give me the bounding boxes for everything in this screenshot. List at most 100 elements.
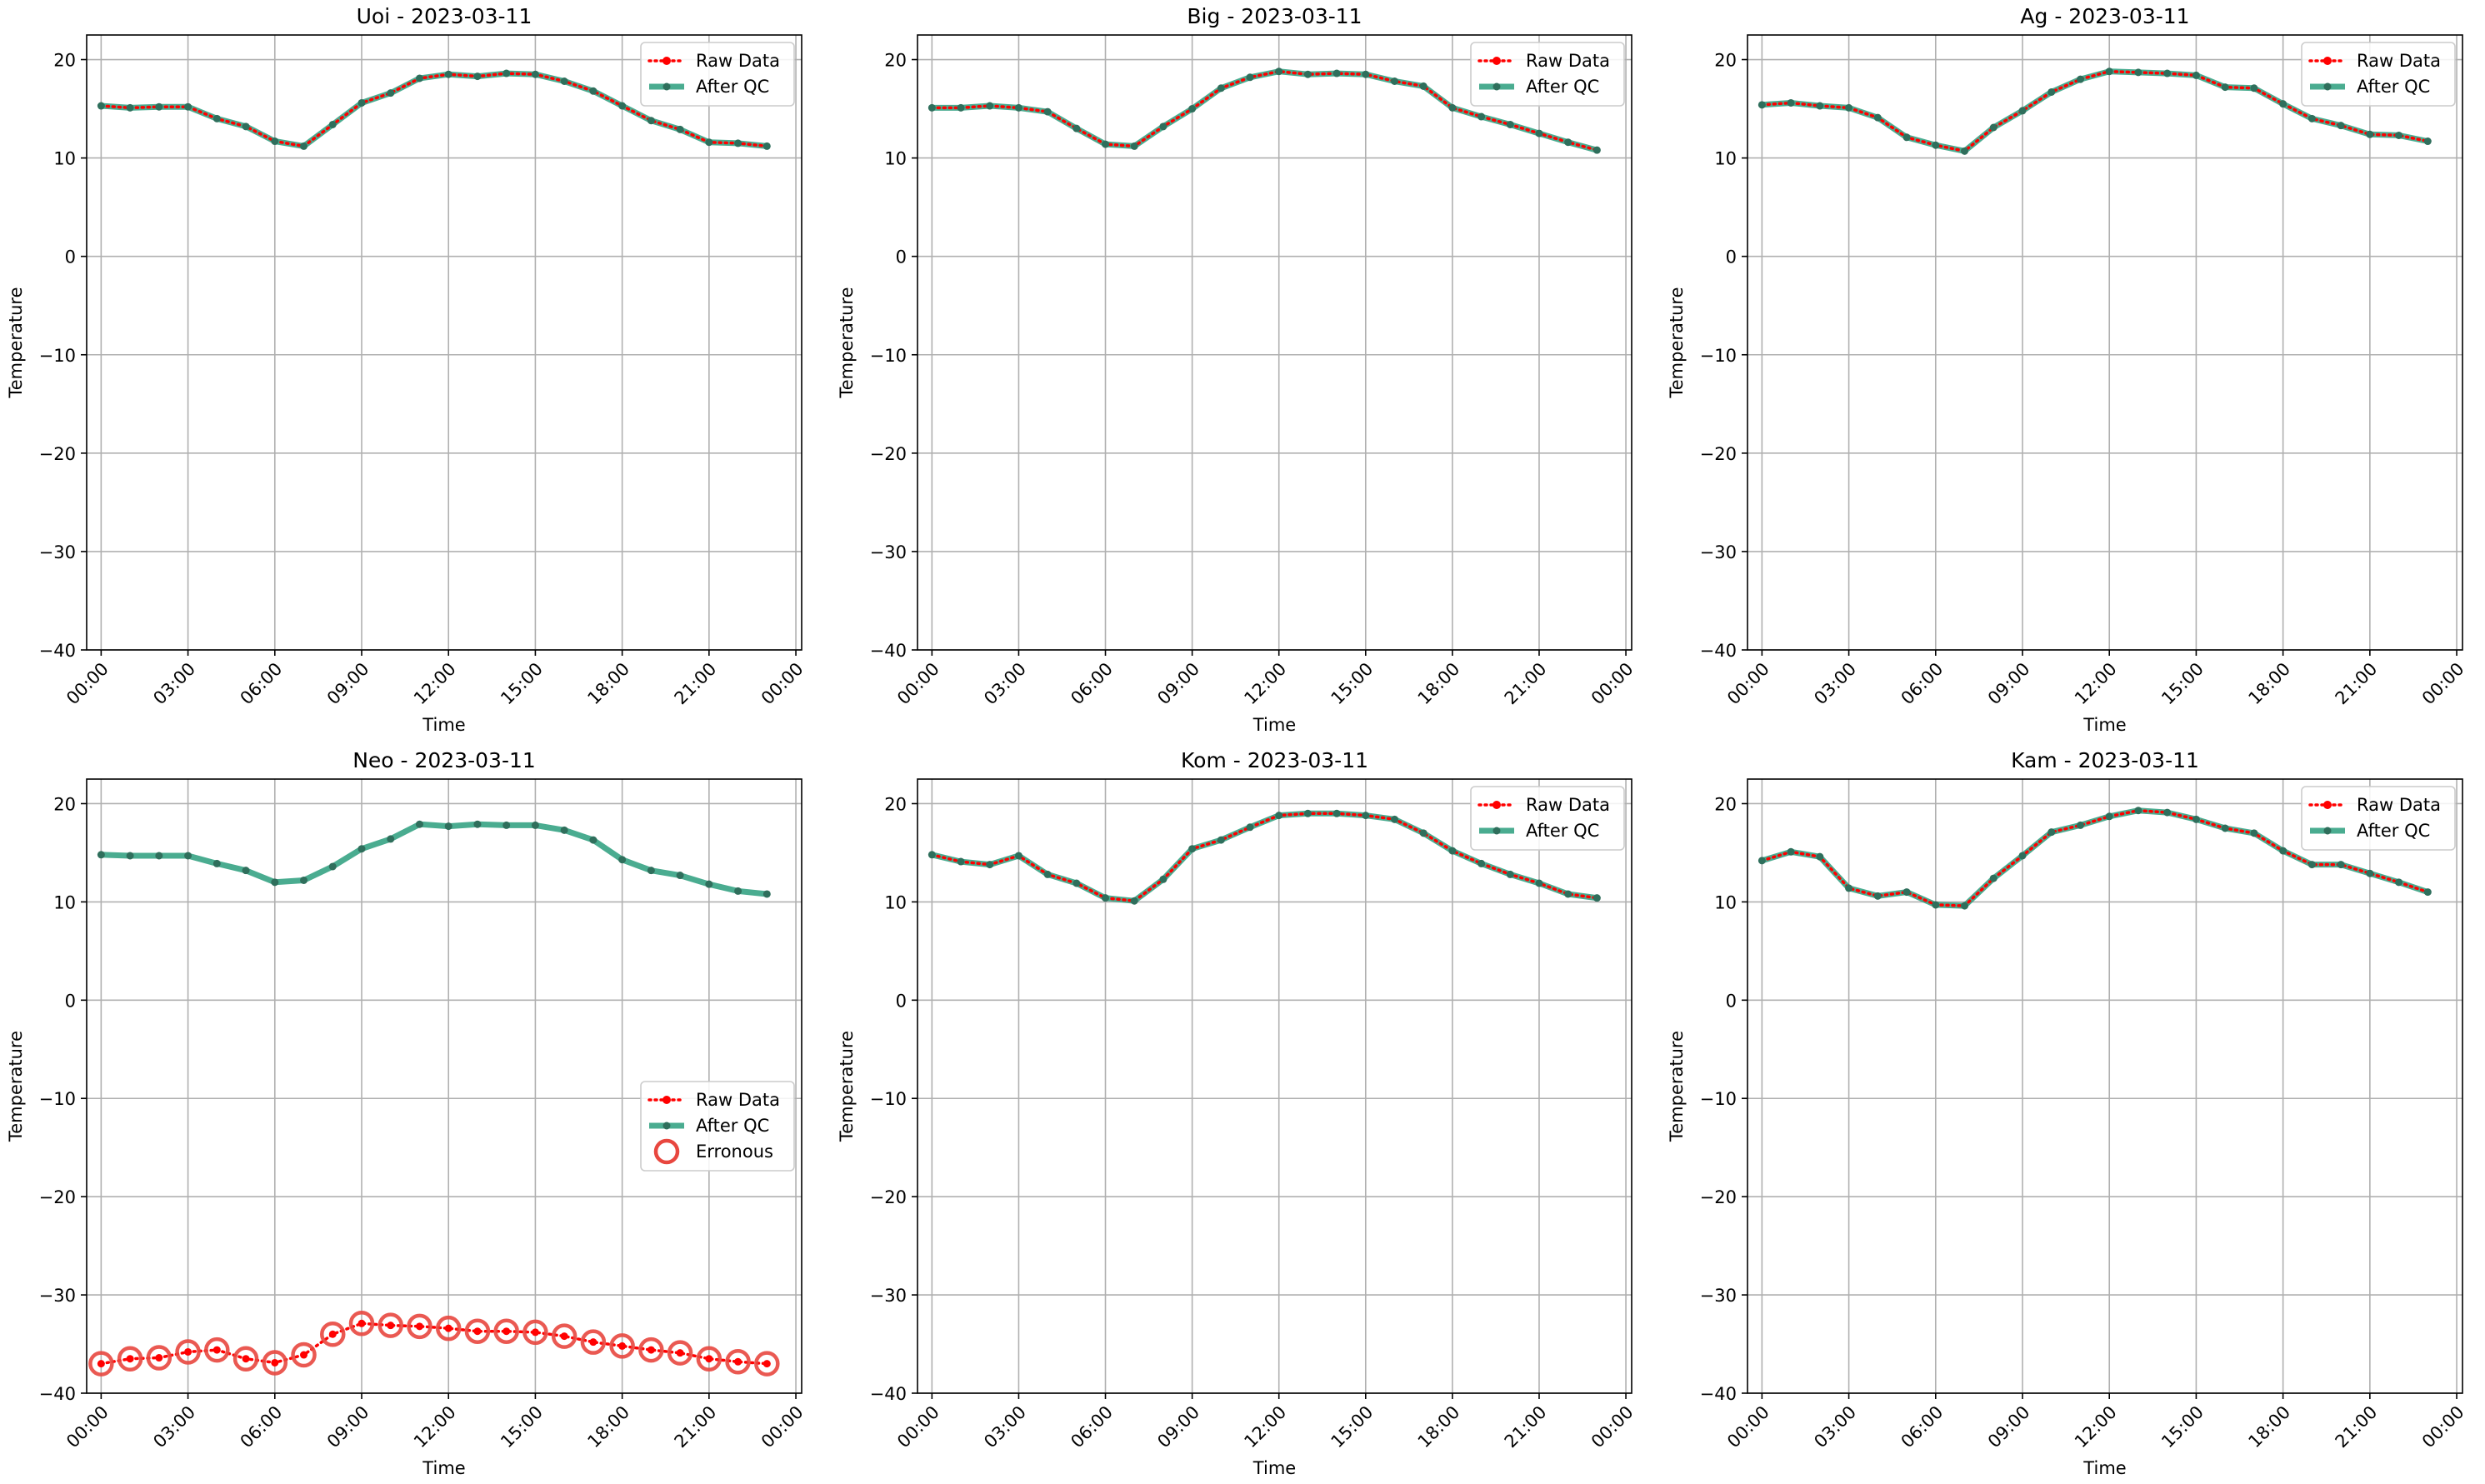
x-axis-label: Time (422, 1458, 465, 1478)
after-qc-point (1564, 138, 1572, 147)
after-qc-point (1478, 112, 1486, 121)
x-tick-label: 18:00 (2244, 659, 2294, 709)
legend-label: After QC (2357, 77, 2430, 97)
x-tick-label: 21:00 (1501, 659, 1551, 709)
y-tick-label: −40 (1700, 641, 1737, 661)
y-tick-label: −30 (1700, 542, 1737, 562)
y-tick-label: 0 (896, 247, 907, 267)
after-qc-point (473, 820, 482, 828)
legend-qc-marker (1492, 827, 1501, 835)
after-qc-point (1043, 870, 1052, 878)
after-qc-point (242, 867, 250, 875)
after-qc-point (387, 89, 395, 97)
x-tick-label: 00:00 (62, 659, 112, 709)
axes-frame (1747, 778, 2463, 1394)
after-qc-point (2018, 852, 2027, 860)
axes-frame (917, 778, 1632, 1394)
x-tick-label: 00:00 (893, 659, 943, 709)
x-tick-label: 00:00 (893, 1402, 943, 1452)
chart-title: Kom - 2023-03-11 (1181, 748, 1368, 772)
raw-data-point (502, 1327, 511, 1336)
after-qc-point (1217, 84, 1225, 92)
after-qc-point (1362, 812, 1370, 820)
after-qc-point (589, 836, 598, 844)
y-tick-label: 10 (53, 892, 76, 912)
raw-data-point (734, 1357, 742, 1366)
after-qc-point (1159, 875, 1168, 883)
raw-data-point (473, 1327, 482, 1336)
after-qc-point (2134, 68, 2142, 77)
legend-raw-marker (2323, 57, 2332, 65)
after-qc-point (1873, 113, 1882, 122)
x-tick-label: 03:00 (980, 659, 1030, 709)
x-tick-label: 09:00 (1153, 1402, 1203, 1452)
after-qc-point (1072, 879, 1081, 887)
after-qc-point (2018, 107, 2027, 115)
raw-data-point (328, 1330, 337, 1338)
after-qc-point (1816, 102, 1824, 110)
x-tick-label: 00:00 (758, 659, 808, 709)
y-tick-label: −20 (1700, 1187, 1737, 1207)
raw-data-point (589, 1338, 598, 1347)
after-qc-point (300, 142, 308, 150)
after-qc-point (1592, 894, 1601, 902)
erroneous-marker (320, 1321, 346, 1347)
after-qc-point (2366, 130, 2374, 138)
y-tick-label: −10 (870, 1089, 907, 1109)
after-qc-point (1275, 67, 1283, 76)
after-qc-point (1102, 894, 1110, 902)
legend: Raw Data After QC (2301, 42, 2456, 107)
x-tick-label: 18:00 (1414, 659, 1464, 709)
axes-frame (917, 34, 1632, 651)
after-qc-point (986, 102, 994, 110)
after-qc-point (2395, 878, 2403, 887)
after-qc-point (2279, 100, 2288, 108)
y-tick-label: −40 (39, 1384, 76, 1404)
after-qc-point (1564, 890, 1572, 898)
x-tick-label: 21:00 (671, 1402, 721, 1452)
x-tick-label: 06:00 (1067, 659, 1117, 709)
after-qc-point (1303, 70, 1312, 78)
y-tick-label: −10 (1700, 346, 1737, 366)
x-tick-label: 00:00 (1723, 659, 1773, 709)
erroneous-marker (638, 1337, 664, 1363)
x-tick-label: 15:00 (497, 1402, 547, 1452)
after-qc-point (155, 102, 163, 111)
x-tick-label: 00:00 (2418, 659, 2468, 709)
after-qc-point (531, 821, 539, 829)
legend-box (2301, 786, 2456, 851)
after-qc-point (1845, 103, 1853, 112)
after-qc-point (1188, 105, 1197, 113)
after-qc-point (473, 72, 482, 81)
after-qc-point (155, 852, 163, 860)
x-tick-label: 21:00 (2332, 1402, 2382, 1452)
after-qc-point (2076, 75, 2084, 83)
after-qc-point (184, 852, 192, 860)
after-qc-point (1014, 103, 1022, 112)
x-tick-label: 06:00 (1898, 659, 1948, 709)
after-qc-point (444, 70, 452, 78)
x-tick-label: 12:00 (2071, 659, 2121, 709)
legend-label: Erronous (696, 1142, 773, 1162)
after-qc-point (2163, 808, 2172, 817)
y-tick-label: 10 (884, 892, 907, 912)
legend-qc-marker (662, 1122, 671, 1130)
series-raw-line (930, 812, 1599, 903)
y-tick-label: −40 (39, 641, 76, 661)
y-tick-label: −20 (870, 1187, 907, 1207)
series-raw-line (930, 69, 1599, 152)
after-qc-point (1014, 852, 1022, 860)
after-qc-point (2192, 815, 2200, 823)
after-qc-point (2163, 69, 2172, 77)
erroneous-marker (291, 1342, 317, 1368)
legend-label: After QC (696, 1116, 769, 1136)
y-tick-label: 20 (53, 51, 76, 71)
after-qc-point (502, 69, 511, 77)
x-axis-label: Time (2082, 1458, 2126, 1478)
x-tick-label: 18:00 (1414, 1402, 1464, 1452)
after-qc-point (1932, 901, 1940, 909)
chart-title: Ag - 2023-03-11 (2020, 4, 2189, 28)
after-qc-point (1989, 874, 1998, 882)
